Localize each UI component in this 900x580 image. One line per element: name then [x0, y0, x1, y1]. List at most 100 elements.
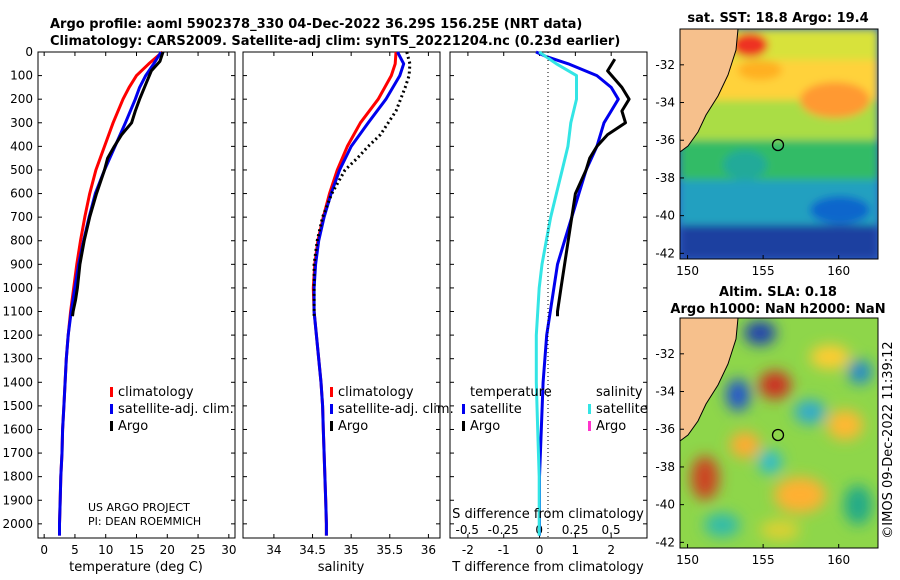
- x-tick-label: -2: [462, 543, 474, 557]
- depth-tick-label: 600: [10, 187, 33, 201]
- salinity-difference-xlabel: S difference from climatology: [452, 507, 644, 522]
- legend-argo-swatch: [330, 421, 333, 431]
- map-x-tick-label: 150: [676, 553, 699, 567]
- sla-map-subtitle: Argo h1000: NaN h2000: NaN: [670, 302, 885, 317]
- temperature-panel-frame: [37, 51, 236, 539]
- temperature-legend: climatology satellite-adj. clim. Argo: [110, 385, 234, 434]
- depth-tick-label: 1500: [2, 399, 33, 413]
- depth-tick-label: 800: [10, 234, 33, 248]
- x-tick-label: 34: [266, 543, 281, 557]
- salinity-xlabel: salinity: [318, 560, 365, 575]
- map-x-tick-label: 160: [827, 264, 850, 278]
- depth-tick-label: 1700: [2, 446, 33, 460]
- sla-argo-marker: [771, 428, 785, 442]
- map-y-tick-label: -38: [655, 171, 675, 185]
- map-y-tick-label: -40: [655, 498, 675, 512]
- legend-satellite-label: satellite-adj. clim.: [338, 402, 454, 417]
- legend-satellite-label: satellite-adj. clim.: [118, 402, 234, 417]
- salinity-legend: climatology satellite-adj. clim. Argo: [330, 385, 454, 434]
- map-y-tick-label: -42: [655, 246, 675, 260]
- map-x-tick-label: 155: [752, 553, 775, 567]
- legend-climatology-label: climatology: [338, 385, 414, 400]
- x-tick-label: 15: [129, 543, 144, 557]
- depth-tick-label: 0: [25, 45, 33, 59]
- sla-coastline: [680, 318, 739, 442]
- sla-map-title: Altim. SLA: 0.18: [719, 285, 837, 300]
- depth-tick-label: 1200: [2, 328, 33, 342]
- map-y-tick-label: -34: [655, 385, 675, 399]
- map-y-tick-label: -32: [655, 58, 675, 72]
- x-tick-label: 5: [71, 543, 79, 557]
- figure-title-line2: Climatology: CARS2009. Satellite-adj cli…: [50, 34, 620, 49]
- depth-tick-label: 2000: [2, 517, 33, 531]
- legend-climatology-label: climatology: [118, 385, 194, 400]
- sst-argo-marker: [771, 138, 785, 152]
- x-tick-label: 10: [98, 543, 113, 557]
- sst-map: [680, 29, 878, 259]
- legend-argo-label: Argo: [338, 419, 368, 434]
- depth-tick-label: 300: [10, 116, 33, 130]
- sla-field: [691, 321, 872, 540]
- sla-map: [680, 318, 878, 548]
- depth-tick-label: 500: [10, 163, 33, 177]
- x-tick-label: 0: [536, 543, 544, 557]
- figure-title-line1: Argo profile: aoml 5902378_330 04-Dec-20…: [50, 17, 582, 32]
- depth-tick-label: 1900: [2, 493, 33, 507]
- salinity-panel-frame: [242, 51, 441, 539]
- series-line-argo: [71, 51, 165, 317]
- legend-satellite-swatch: [330, 404, 333, 414]
- map-y-tick-label: -36: [655, 422, 675, 436]
- temperature-panel: 0 5 10 15 20 25 30: [38, 50, 236, 557]
- legend-s-argo-label: Argo: [596, 419, 626, 434]
- legend-satellite-swatch: [110, 404, 113, 414]
- sst-map-frame: [679, 28, 879, 260]
- sla-axes: 150 155 160 -32 -34 -36 -38 -40 -42: [655, 347, 850, 567]
- map-y-tick-label: -42: [655, 535, 675, 549]
- sst-map-title: sat. SST: 18.8 Argo: 19.4: [687, 11, 868, 26]
- salinity-diff-tick-label: 0.5: [602, 523, 621, 537]
- depth-tick-label: 100: [10, 69, 33, 83]
- sla-map-frame: [679, 317, 879, 549]
- series-line-satellite-salinity-: [534, 50, 578, 536]
- x-tick-label: 35.5: [376, 543, 403, 557]
- depth-tick-label: 900: [10, 257, 33, 271]
- series-line-argo-temperature-: [556, 58, 631, 317]
- x-tick-label: 2: [607, 543, 615, 557]
- legend-t-satellite-swatch: [462, 404, 465, 414]
- map-x-tick-label: 150: [676, 264, 699, 278]
- salinity-diff-tick-label: -0.5: [456, 523, 479, 537]
- map-x-tick-label: 160: [827, 553, 850, 567]
- legend-t-argo-label: Argo: [470, 419, 500, 434]
- x-tick-label: 30: [221, 543, 236, 557]
- map-y-tick-label: -34: [655, 96, 675, 110]
- sst-axes: 150 155 160 -32 -34 -36 -38 -40 -42: [655, 58, 850, 278]
- depth-tick-label: 1800: [2, 470, 33, 484]
- timestamp: ©IMOS 09-Dec-2022 11:39:12: [881, 341, 896, 538]
- map-y-tick-label: -38: [655, 460, 675, 474]
- salinity-diff-tick-label: -0.25: [488, 523, 519, 537]
- depth-tick-label: 1300: [2, 352, 33, 366]
- credit-line1: US ARGO PROJECT: [88, 501, 190, 514]
- depth-tick-label: 1600: [2, 422, 33, 436]
- x-tick-label: 0: [40, 543, 48, 557]
- legend-s-argo-swatch: [588, 421, 591, 431]
- legend-t-satellite-label: satellite: [470, 402, 522, 417]
- legend-t-argo-swatch: [462, 421, 465, 431]
- map-y-tick-label: -36: [655, 133, 675, 147]
- difference-xlabel: T difference from climatology: [451, 560, 644, 575]
- sst-field: [680, 29, 878, 259]
- depth-tick-label: 1000: [2, 281, 33, 295]
- x-tick-label: 34.5: [299, 543, 326, 557]
- x-tick-label: 36: [421, 543, 436, 557]
- legend-s-satellite-label: satellite: [596, 402, 648, 417]
- temperature-xlabel: temperature (deg C): [69, 560, 203, 575]
- sla-land: [680, 318, 738, 441]
- map-y-tick-label: -40: [655, 209, 675, 223]
- legend-argo-swatch: [110, 421, 113, 431]
- depth-axis: 0 100 200 300 400 500 600 700 800 900 1000 1100 1200…: [2, 45, 33, 531]
- series-line-satellite-adj-clim-: [312, 51, 406, 536]
- series-line-argo: [312, 51, 412, 317]
- salinity-panel: 34 34.5 35 35.5 36: [243, 51, 440, 557]
- legend-salinity-header: salinity: [596, 385, 643, 400]
